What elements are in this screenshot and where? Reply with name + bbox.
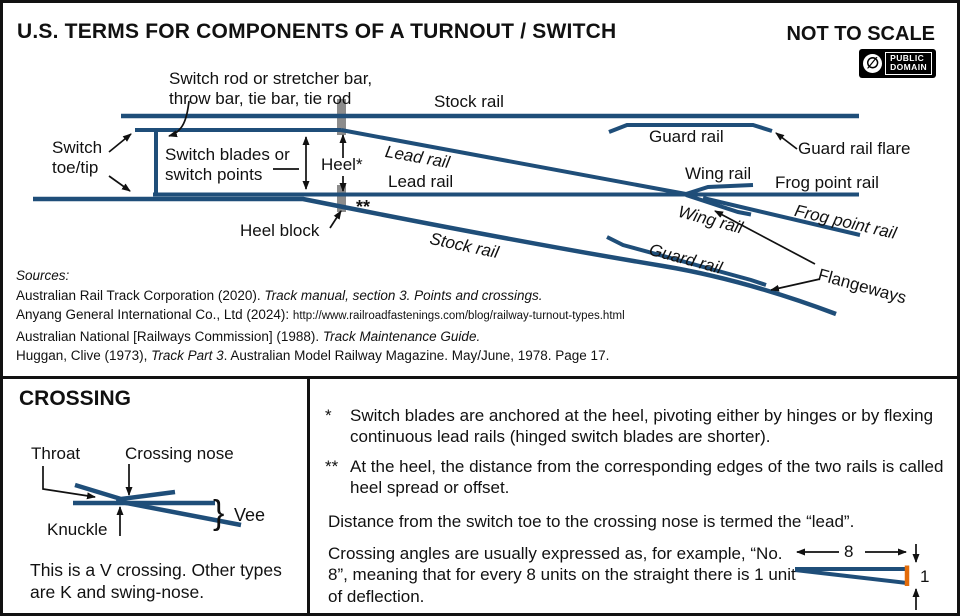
note-switch-blades: * Switch blades are anchored at the heel… [325,405,940,448]
note-text: Crossing angles are usually expressed as… [328,544,796,606]
crossing-wing-line [74,482,176,502]
not-to-scale-note: NOT TO SCALE [786,23,935,45]
label-stock-rail-top: Stock rail [434,92,504,111]
source-item: Australian Rail Track Corporation (2020)… [16,287,543,303]
angle-diagram [794,544,920,610]
label-stock-rail-curved: Stock rail [428,229,501,263]
label-throat: Throat [31,444,81,463]
flangeways-arrow-guard [770,278,821,292]
source-item: Huggan, Clive (1973), Track Part 3. Aust… [16,348,610,363]
note-lead: Distance from the switch toe to the cros… [328,511,953,532]
note-text: Switch blades are anchored at the heel, … [350,406,934,447]
badge-line2: DOMAIN [890,62,927,73]
label-heel: Heel* [321,155,363,174]
label-guard-rail-top: Guard rail [649,127,724,146]
heel-block-arrow [329,210,342,229]
note-heel-spread: ** At the heel, the distance from the co… [325,456,950,499]
label-frog-point-rail-top: Frog point rail [775,173,879,192]
angle-straight-units: 8 [844,542,854,561]
label-guard-rail-bottom: Guard rail [647,240,725,278]
public-domain-badge: ∅ PUBLIC DOMAIN [859,49,936,78]
public-domain-badge-text: PUBLIC DOMAIN [885,52,932,75]
label-switch-toe: Switch toe/tip [52,138,103,178]
label-wing-rail-top: Wing rail [685,164,752,183]
note-text: At the heel, the distance from the corre… [350,457,944,498]
toe-arrow-top [108,133,132,153]
note-marker: ** [325,457,339,476]
label-knuckle: Knuckle [47,520,108,539]
horizontal-divider [3,376,957,379]
label-crossing-nose: Crossing nose [125,444,234,463]
note-crossing-angles: Crossing angles are usually expressed as… [328,543,806,607]
toe-arrow-bottom [108,175,131,192]
label-wing-rail-bottom: Wing rail [676,202,745,238]
throat-arrow [42,466,96,500]
angle-diagonal-line [794,568,908,585]
label-guard-rail-flare: Guard rail flare [798,139,911,158]
sources-block: Sources: Australian Rail Track Corporati… [16,266,625,366]
note-text: Distance from the switch toe to the cros… [328,512,855,531]
badge-line1: PUBLIC [890,53,925,63]
source-item: Australian National [Railways Commission… [16,328,481,344]
source-url: http://www.railroadfastenings.com/blog/r… [292,310,625,322]
label-switch-rod: Switch rod or stretcher bar, throw bar, … [169,69,373,109]
wing-rail-top-line [685,183,754,196]
vertical-divider [307,376,310,613]
label-vee: Vee [234,505,266,525]
label-frog-point-rail-bottom: Frog point rail [792,201,899,243]
label-lead-rail-straight: Lead rail [388,172,454,191]
angle-deflection-units: 1 [920,567,930,586]
source-item: Anyang General International Co., Ltd (2… [16,307,625,322]
sources-heading: Sources: [16,268,70,283]
label-switch-blades: Switch blades or switch points [165,145,290,185]
vee-brace: } [213,494,225,532]
note-marker: * [325,406,332,425]
label-lead-rail-curved: Lead rail [383,142,452,173]
label-double-star: ** [356,197,371,217]
guard-rail-flare-arrow [775,132,798,150]
crossing-heading: CROSSING [19,387,132,410]
public-domain-mark-icon: ∅ [863,53,883,73]
label-flangeways: Flangeways [815,265,909,308]
crossing-caption: This is a V crossing. Other types are K … [30,560,282,603]
page-title: U.S. TERMS FOR COMPONENTS OF A TURNOUT /… [17,20,617,43]
label-heel-block: Heel block [240,221,320,240]
heel-block-bottom [337,185,346,212]
